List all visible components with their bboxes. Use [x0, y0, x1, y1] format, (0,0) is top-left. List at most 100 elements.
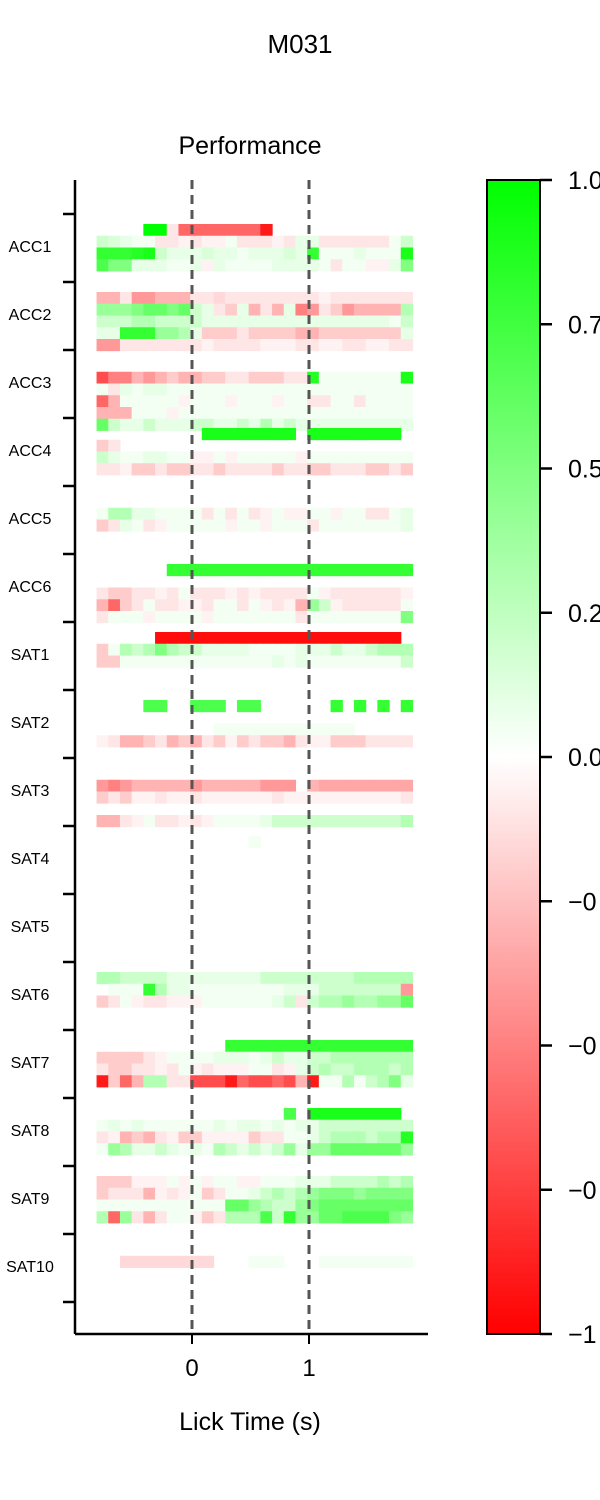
- heat-cell: [131, 247, 144, 260]
- heat-cell: [131, 327, 144, 340]
- heat-cell: [295, 1051, 308, 1064]
- heat-cell: [213, 587, 226, 600]
- heat-cell: [400, 700, 414, 713]
- colorbar-tick-label: 0.0: [568, 744, 600, 772]
- heat-cell: [330, 1108, 343, 1121]
- heat-cell: [389, 418, 402, 431]
- heat-cell: [400, 1131, 414, 1144]
- heat-cell: [178, 451, 191, 464]
- heat-cell: [365, 632, 378, 645]
- heat-cell: [236, 383, 250, 396]
- heat-cell: [342, 779, 355, 792]
- heat-cell: [108, 1063, 121, 1076]
- heat-cell: [342, 643, 355, 656]
- heat-cell: [213, 1143, 226, 1156]
- heat-cell: [272, 972, 285, 985]
- heat-cell: [166, 995, 180, 1008]
- heat-cell: [342, 611, 355, 624]
- heat-cell: [166, 972, 180, 985]
- heat-cell: [201, 1131, 215, 1144]
- heat-cell: [248, 1063, 261, 1076]
- heat-cell: [178, 791, 191, 804]
- heat-cell: [108, 1187, 121, 1200]
- heat-cell: [96, 815, 109, 828]
- heat-cell: [96, 247, 109, 260]
- heat-cell: [342, 371, 355, 384]
- heat-cell: [353, 463, 367, 476]
- heat-cell: [330, 339, 343, 352]
- heat-cell: [225, 972, 238, 985]
- heat-cell: [353, 791, 367, 804]
- heat-cell: [108, 587, 121, 600]
- heat-cell: [248, 507, 261, 520]
- heat-cell: [365, 1131, 378, 1144]
- x-tick-label: 1: [302, 1355, 315, 1382]
- heat-cell: [108, 235, 121, 248]
- heat-cell: [353, 371, 367, 384]
- heat-cell: [178, 407, 191, 420]
- heat-cell: [353, 235, 367, 248]
- heat-cell: [201, 779, 215, 792]
- heat-cell: [178, 995, 191, 1008]
- heat-cell: [131, 655, 144, 668]
- heat-cell: [295, 632, 308, 645]
- heat-cell: [330, 371, 343, 384]
- heat-cell: [365, 1187, 378, 1200]
- heat-cell: [225, 655, 238, 668]
- heat-cell: [272, 292, 285, 305]
- heat-cell: [96, 611, 109, 624]
- heat-cell: [389, 1063, 402, 1076]
- heat-cell: [236, 259, 250, 272]
- heat-cell: [330, 1063, 343, 1076]
- heat-cell: [260, 1119, 273, 1132]
- heat-cell: [119, 1119, 133, 1132]
- heat-cell: [155, 1255, 168, 1268]
- heat-cell: [166, 815, 180, 828]
- heat-cell: [353, 259, 367, 272]
- heat-cell: [236, 632, 250, 645]
- heat-cell: [166, 587, 180, 600]
- heat-cell: [283, 395, 297, 408]
- heat-cell: [119, 451, 133, 464]
- heat-cell: [213, 303, 226, 316]
- heat-cell: [365, 1255, 378, 1268]
- heat-cell: [225, 1176, 238, 1189]
- heat-cell: [213, 395, 226, 408]
- heat-cell: [389, 643, 402, 656]
- heat-cell: [96, 418, 109, 431]
- heat-cell: [283, 655, 297, 668]
- heat-cell: [143, 259, 156, 272]
- heat-cell: [283, 339, 297, 352]
- heat-cell: [342, 1131, 355, 1144]
- heat-cell: [178, 303, 191, 316]
- heat-cell: [353, 303, 367, 316]
- heat-cell: [389, 519, 402, 532]
- colorbar-tick-label: 0.2: [568, 600, 600, 628]
- heat-cell: [178, 224, 191, 237]
- heat-cell: [353, 1108, 367, 1121]
- heat-cell: [400, 972, 414, 985]
- heat-cell: [155, 339, 168, 352]
- heat-cell: [272, 428, 285, 441]
- heat-cell: [365, 643, 378, 656]
- heat-cell: [353, 779, 367, 792]
- heat-cell: [96, 1063, 109, 1076]
- heat-cell: [131, 463, 144, 476]
- heat-cell: [178, 655, 191, 668]
- heat-cell: [225, 1063, 238, 1076]
- heat-cell: [155, 1063, 168, 1076]
- heat-cell: [131, 1211, 144, 1224]
- heat-cell: [201, 451, 215, 464]
- colorbar: [486, 179, 541, 1335]
- heat-cell: [330, 292, 343, 305]
- heat-cell: [342, 315, 355, 328]
- heat-cell: [131, 1143, 144, 1156]
- heat-cell: [119, 611, 133, 624]
- heat-cell: [166, 1051, 180, 1064]
- figure-title: M031: [267, 29, 332, 59]
- heat-cell: [201, 259, 215, 272]
- heat-cell: [119, 1075, 133, 1088]
- heat-cell: [225, 339, 238, 352]
- heat-cell: [155, 611, 168, 624]
- heat-cell: [260, 643, 273, 656]
